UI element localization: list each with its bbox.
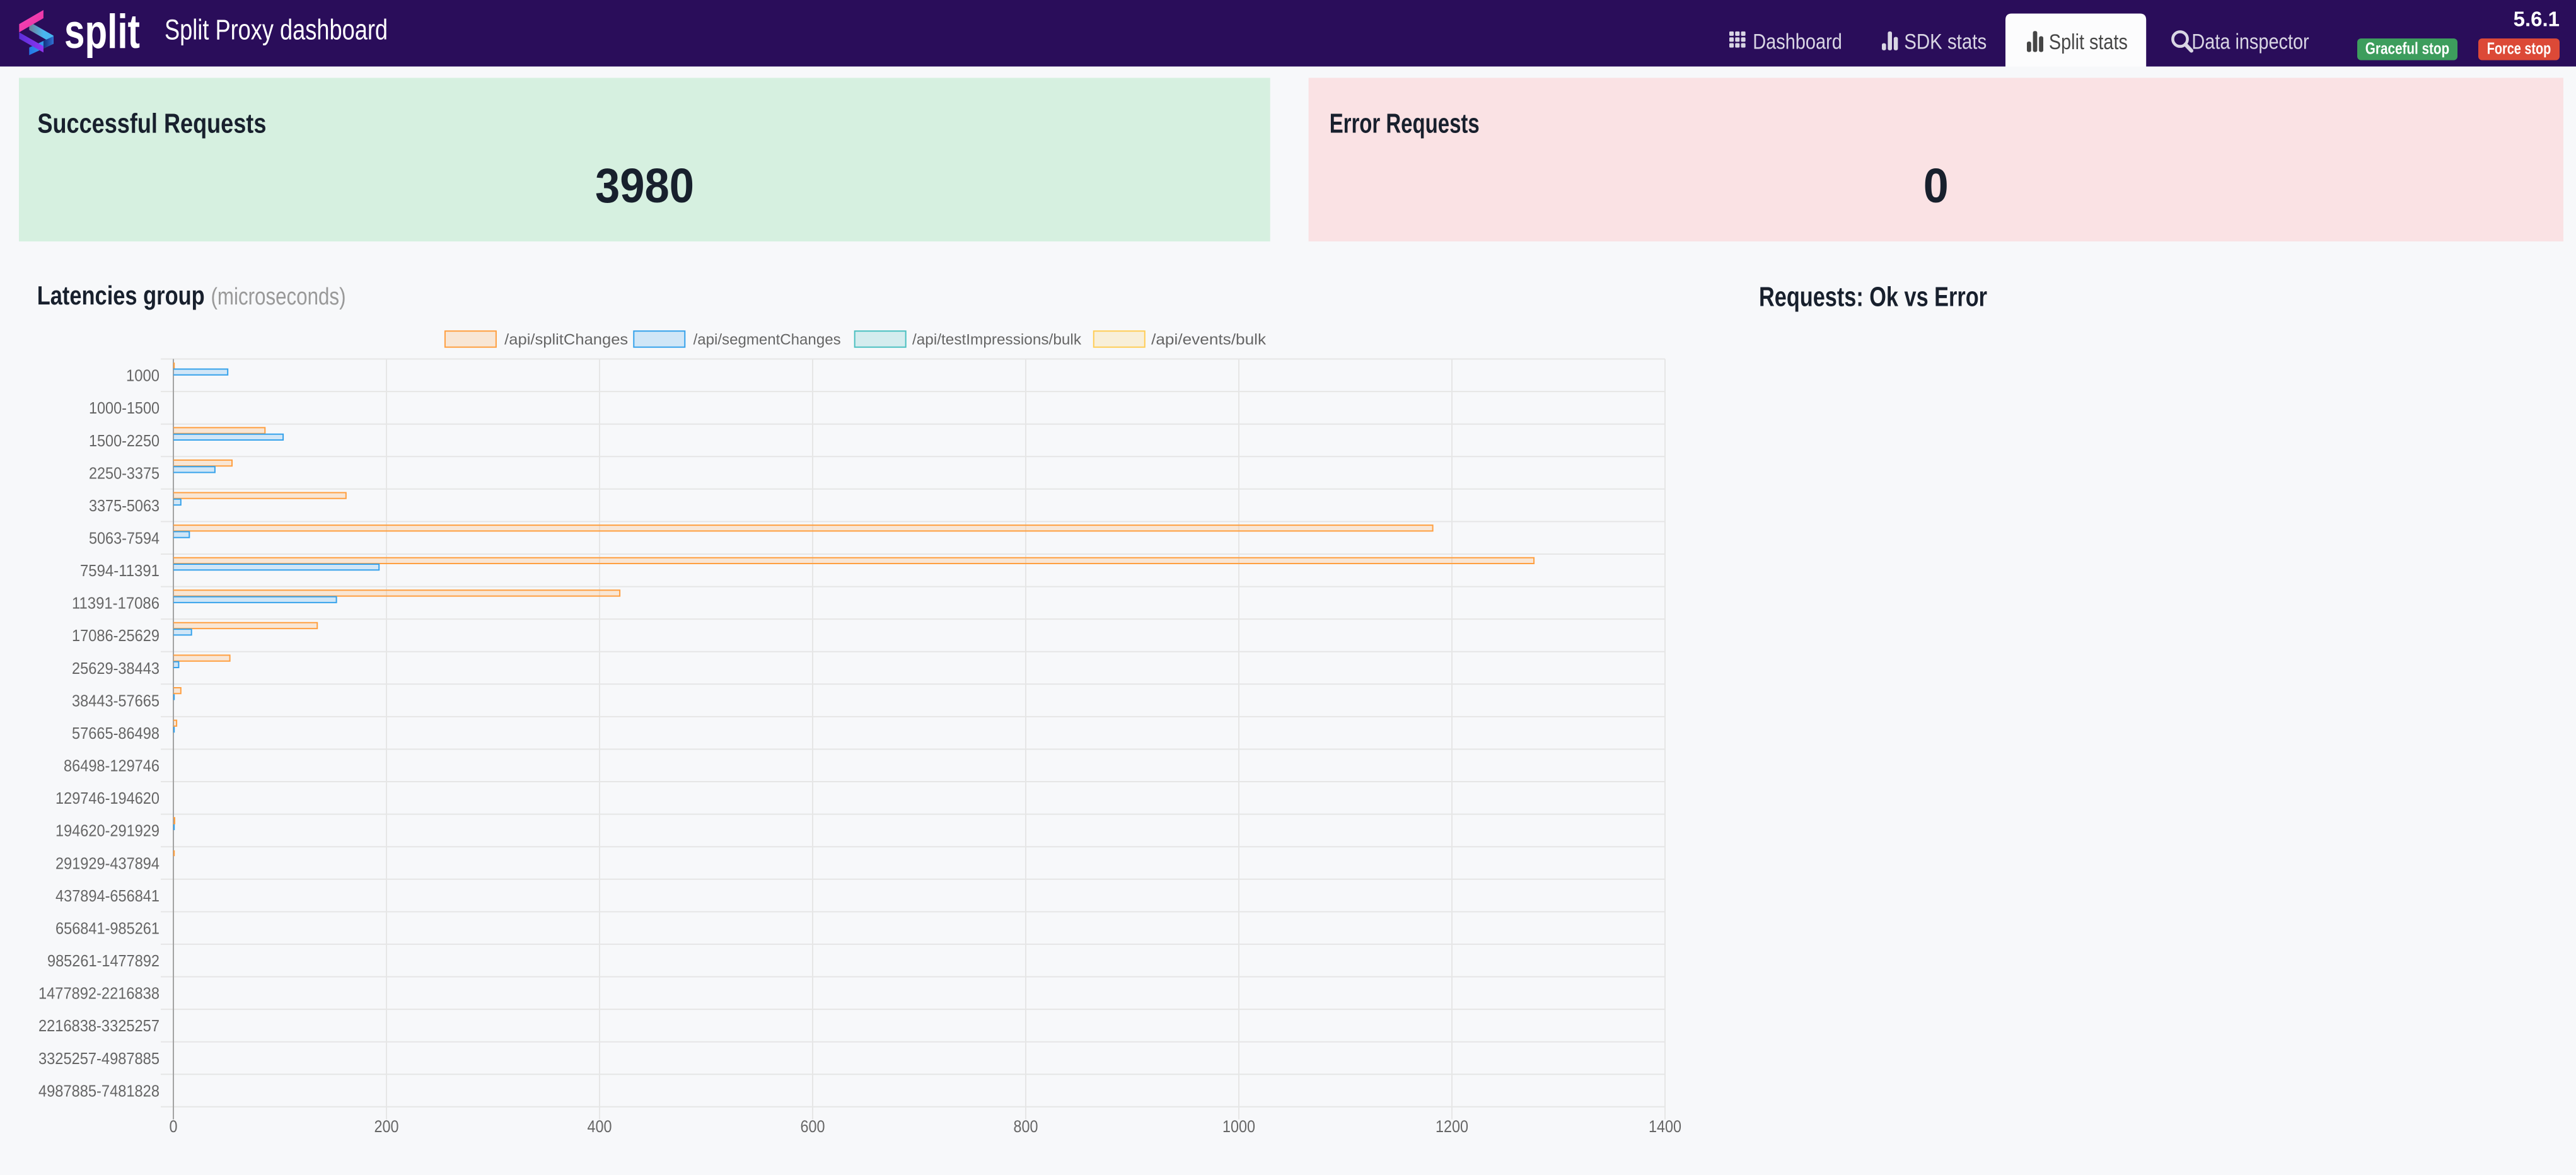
svg-text:Data inspector: Data inspector: [2191, 30, 2309, 54]
svg-text:25629-38443: 25629-38443: [72, 659, 160, 678]
svg-text:(microseconds): (microseconds): [211, 284, 346, 310]
svg-text:11391-17086: 11391-17086: [72, 594, 160, 613]
svg-text:SDK stats: SDK stats: [1904, 30, 1987, 54]
svg-text:1477892-2216838: 1477892-2216838: [38, 984, 160, 1003]
svg-text:Latencies group: Latencies group: [37, 281, 205, 310]
svg-text:38443-57665: 38443-57665: [72, 691, 160, 710]
svg-text:291929-437894: 291929-437894: [55, 854, 160, 872]
svg-text:200: 200: [374, 1117, 399, 1136]
svg-text:985261-1477892: 985261-1477892: [47, 951, 160, 970]
svg-text:129746-194620: 129746-194620: [55, 789, 160, 807]
svg-text:2250-3375: 2250-3375: [89, 463, 160, 482]
svg-text:400: 400: [588, 1117, 612, 1136]
svg-text:1000: 1000: [126, 366, 160, 385]
svg-text:600: 600: [801, 1117, 825, 1136]
svg-text:4987885-7481828: 4987885-7481828: [38, 1081, 160, 1100]
svg-text:Split Proxy dashboard: Split Proxy dashboard: [165, 13, 388, 45]
svg-text:437894-656841: 437894-656841: [55, 886, 160, 905]
svg-text:2216838-3325257: 2216838-3325257: [38, 1016, 160, 1035]
svg-text:17086-25629: 17086-25629: [72, 626, 160, 645]
svg-text:57665-86498: 57665-86498: [72, 724, 160, 743]
svg-text:3375-5063: 3375-5063: [89, 496, 160, 515]
svg-text:656841-985261: 656841-985261: [55, 919, 160, 938]
svg-text:5063-7594: 5063-7594: [89, 529, 160, 548]
svg-text:3325257-4987885: 3325257-4987885: [38, 1049, 160, 1068]
svg-text:Split stats: Split stats: [2049, 30, 2128, 54]
svg-text:Error Requests: Error Requests: [1330, 108, 1480, 139]
svg-text:1200: 1200: [1436, 1117, 1468, 1136]
svg-text:3980: 3980: [595, 159, 694, 213]
svg-text:/api/testImpressions/bulk: /api/testImpressions/bulk: [912, 332, 1082, 349]
svg-text:1000-1500: 1000-1500: [89, 398, 160, 417]
svg-text:/api/segmentChanges: /api/segmentChanges: [693, 332, 841, 349]
svg-text:5.6.1: 5.6.1: [2514, 8, 2560, 31]
svg-text:800: 800: [1014, 1117, 1038, 1136]
svg-text:Force stop: Force stop: [2487, 39, 2551, 58]
svg-text:1500-2250: 1500-2250: [89, 431, 160, 450]
svg-text:7594-11391: 7594-11391: [80, 561, 160, 580]
svg-text:split: split: [64, 5, 140, 59]
svg-text:1000: 1000: [1222, 1117, 1255, 1136]
svg-text:Requests: Ok vs Error: Requests: Ok vs Error: [1759, 282, 1987, 313]
svg-text:86498-129746: 86498-129746: [64, 756, 160, 775]
svg-text:/api/splitChanges: /api/splitChanges: [504, 332, 628, 349]
svg-text:Successful Requests: Successful Requests: [37, 108, 266, 139]
svg-text:/api/events/bulk: /api/events/bulk: [1151, 332, 1267, 349]
svg-text:1400: 1400: [1649, 1117, 1681, 1136]
svg-text:Dashboard: Dashboard: [1753, 30, 1842, 54]
svg-text:194620-291929: 194620-291929: [55, 821, 160, 840]
svg-text:0: 0: [170, 1117, 178, 1136]
svg-text:0: 0: [1923, 159, 1949, 213]
svg-text:Graceful stop: Graceful stop: [2365, 39, 2449, 58]
